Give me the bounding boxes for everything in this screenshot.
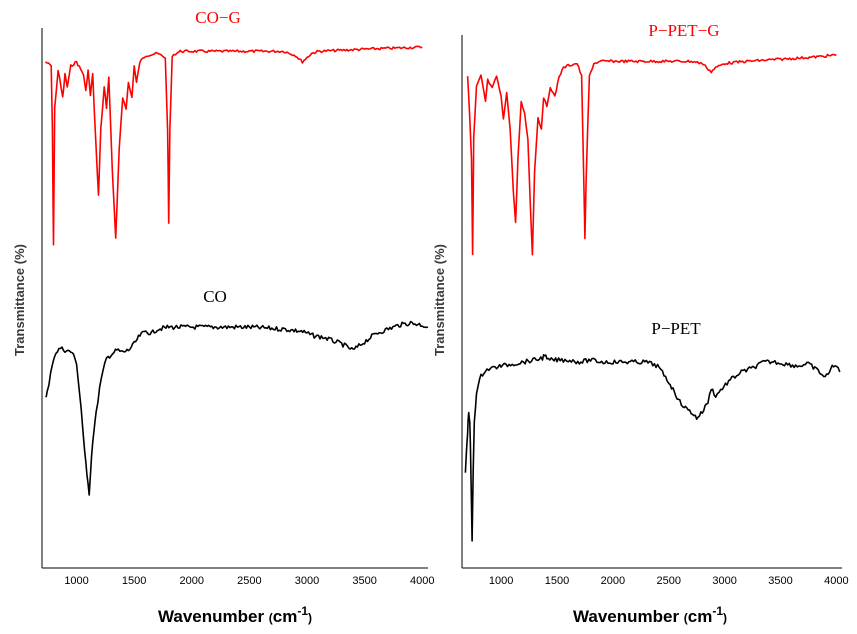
spectrum-line-2-1 (466, 53, 837, 256)
ftir-panel-2: 1000 1500 2000 2500 3000 3500 4000 Transmittanc… (432, 21, 849, 626)
series-label: P−PET−G (648, 21, 719, 40)
x-tick-label: 1000 (64, 575, 88, 587)
x-tick-label: 3000 (295, 575, 319, 587)
x-tick-label: 1500 (545, 575, 569, 587)
x-tick-label: 3500 (768, 575, 792, 587)
y-axis-title: Transmittance (%) (432, 244, 447, 356)
x-tick-label: 4000 (410, 575, 434, 587)
x-axis-title: Wavenumber (cm-1) (573, 604, 727, 626)
x-tick-label: 3500 (352, 575, 376, 587)
series-label: CO−G (195, 8, 240, 27)
x-tick-label: 2500 (657, 575, 681, 587)
ftir-panel-1: 1000 1500 2000 2500 3000 3500 4000 Transmittanc… (12, 8, 434, 626)
y-axis-title: Transmittance (%) (12, 244, 27, 356)
x-axis-title: Wavenumber (cm-1) (158, 604, 312, 626)
x-tick-label: 1000 (489, 575, 513, 587)
spectrum-line-1-2 (45, 320, 429, 496)
x-tick-label: 4000 (824, 575, 848, 587)
x-tick-label: 1500 (122, 575, 146, 587)
x-tick-label: 2500 (237, 575, 261, 587)
spectrum-line-1-1 (44, 45, 423, 246)
series-label: CO (203, 287, 227, 306)
series-label: P−PET (651, 319, 701, 338)
x-tick-label: 2000 (180, 575, 204, 587)
spectrum-line-2-2 (464, 354, 841, 542)
x-tick-label: 3000 (712, 575, 736, 587)
x-tick-label: 2000 (601, 575, 625, 587)
